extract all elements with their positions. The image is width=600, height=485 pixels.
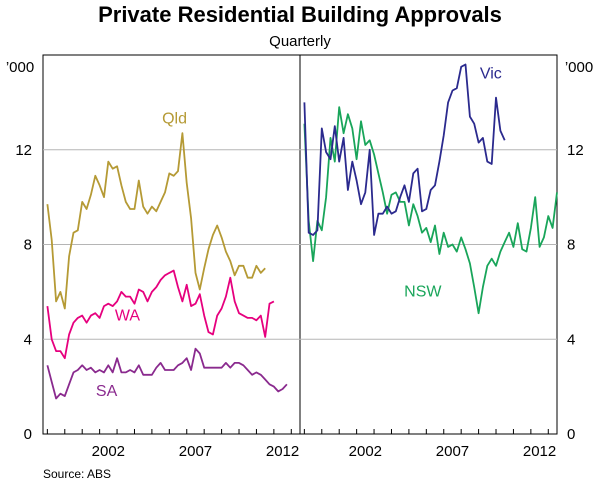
series-label-vic: Vic bbox=[480, 66, 502, 83]
series-line-vic bbox=[303, 63, 506, 236]
y-tick-right-4: 4 bbox=[567, 331, 575, 348]
y-tick-right-8: 8 bbox=[567, 237, 575, 254]
y-tick-left-4: 4 bbox=[24, 331, 32, 348]
series-label-nsw: NSW bbox=[404, 284, 442, 301]
axis-ticks: 0 0 4 4 8 8 12 12 2002 2007 2012 2002 2007 2012 bbox=[15, 142, 583, 460]
x-tick-right-2002: 2002 bbox=[349, 443, 382, 460]
x-tick-left-2007: 2007 bbox=[179, 443, 212, 460]
series-lines: Qld WA SA NSW Vic bbox=[46, 63, 558, 400]
y-tick-right-12: 12 bbox=[567, 142, 584, 159]
series-line-wa bbox=[46, 269, 275, 360]
y-tick-left-0: 0 bbox=[24, 426, 32, 443]
series-label-qld: Qld bbox=[162, 111, 187, 128]
x-tick-right-2012: 2012 bbox=[523, 443, 556, 460]
x-tick-left-2012: 2012 bbox=[266, 443, 299, 460]
source-note: Source: ABS bbox=[43, 467, 111, 481]
series-line-sa bbox=[46, 347, 288, 400]
series-label-wa: WA bbox=[115, 307, 141, 324]
y-tick-right-0: 0 bbox=[567, 426, 575, 443]
y-unit-left: ’000 bbox=[6, 59, 34, 76]
y-unit-right: ’000 bbox=[565, 59, 593, 76]
series-label-sa: SA bbox=[96, 383, 118, 400]
gridlines bbox=[43, 149, 557, 340]
chart-subtitle: Quarterly bbox=[269, 33, 331, 50]
x-tick-left-2002: 2002 bbox=[92, 443, 125, 460]
y-tick-left-8: 8 bbox=[24, 237, 32, 254]
chart-title: Private Residential Building Approvals bbox=[98, 2, 502, 27]
x-tick-right-2007: 2007 bbox=[436, 443, 469, 460]
series-line-qld bbox=[46, 132, 266, 310]
y-tick-left-12: 12 bbox=[15, 142, 32, 159]
series-line-nsw bbox=[303, 106, 558, 315]
